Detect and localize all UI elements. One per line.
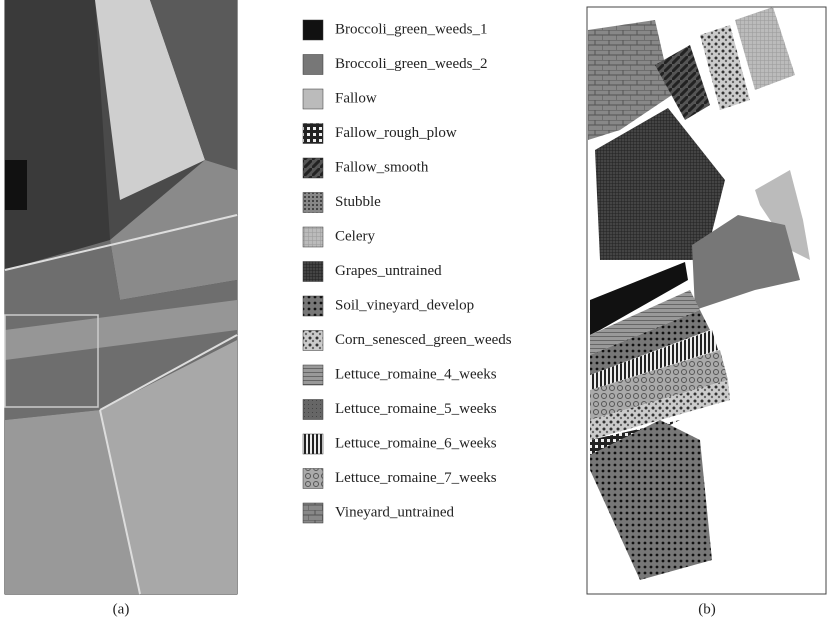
legend-label: Soil_vineyard_develop [335,297,474,313]
legend-swatch [303,124,323,144]
legend-label: Lettuce_romaine_4_weeks [335,366,497,382]
legend-label: Lettuce_romaine_6_weeks [335,435,497,451]
legend-swatch [303,55,323,75]
legend-label: Fallow_rough_plow [335,125,457,141]
legend-swatch [303,503,323,523]
legend-label: Lettuce_romaine_5_weeks [335,401,497,417]
legend-label: Broccoli_green_weeds_2 [335,56,487,72]
legend-label: Broccoli_green_weeds_1 [335,21,487,37]
legend: Broccoli_green_weeds_1 Broccoli_green_wee… [303,20,512,523]
legend-swatch [303,434,323,454]
legend-swatch [303,158,323,178]
legend-label: Grapes_untrained [335,263,442,279]
legend-swatch [303,227,323,247]
legend-swatch [303,365,323,385]
caption: (b) [698,601,716,617]
legend-label: Lettuce_romaine_7_weeks [335,470,497,486]
ground-truth-map [587,7,826,594]
legend-swatch [303,89,323,109]
legend-swatch [303,193,323,213]
legend-label: Celery [335,228,375,244]
caption: (a) [113,601,130,617]
figure: Broccoli_green_weeds_1 Broccoli_green_wee… [0,0,831,629]
legend-swatch [303,331,323,351]
legend-swatch [303,262,323,282]
legend-label: Stubble [335,194,381,210]
legend-swatch [303,296,323,316]
legend-swatch [303,20,323,40]
satellite-image [5,0,237,594]
legend-swatch [303,469,323,489]
legend-label: Fallow [335,90,377,106]
legend-label: Vineyard_untrained [335,504,455,520]
legend-label: Corn_senesced_green_weeds [335,332,512,348]
legend-label: Fallow_smooth [335,159,429,175]
legend-swatch [303,400,323,420]
